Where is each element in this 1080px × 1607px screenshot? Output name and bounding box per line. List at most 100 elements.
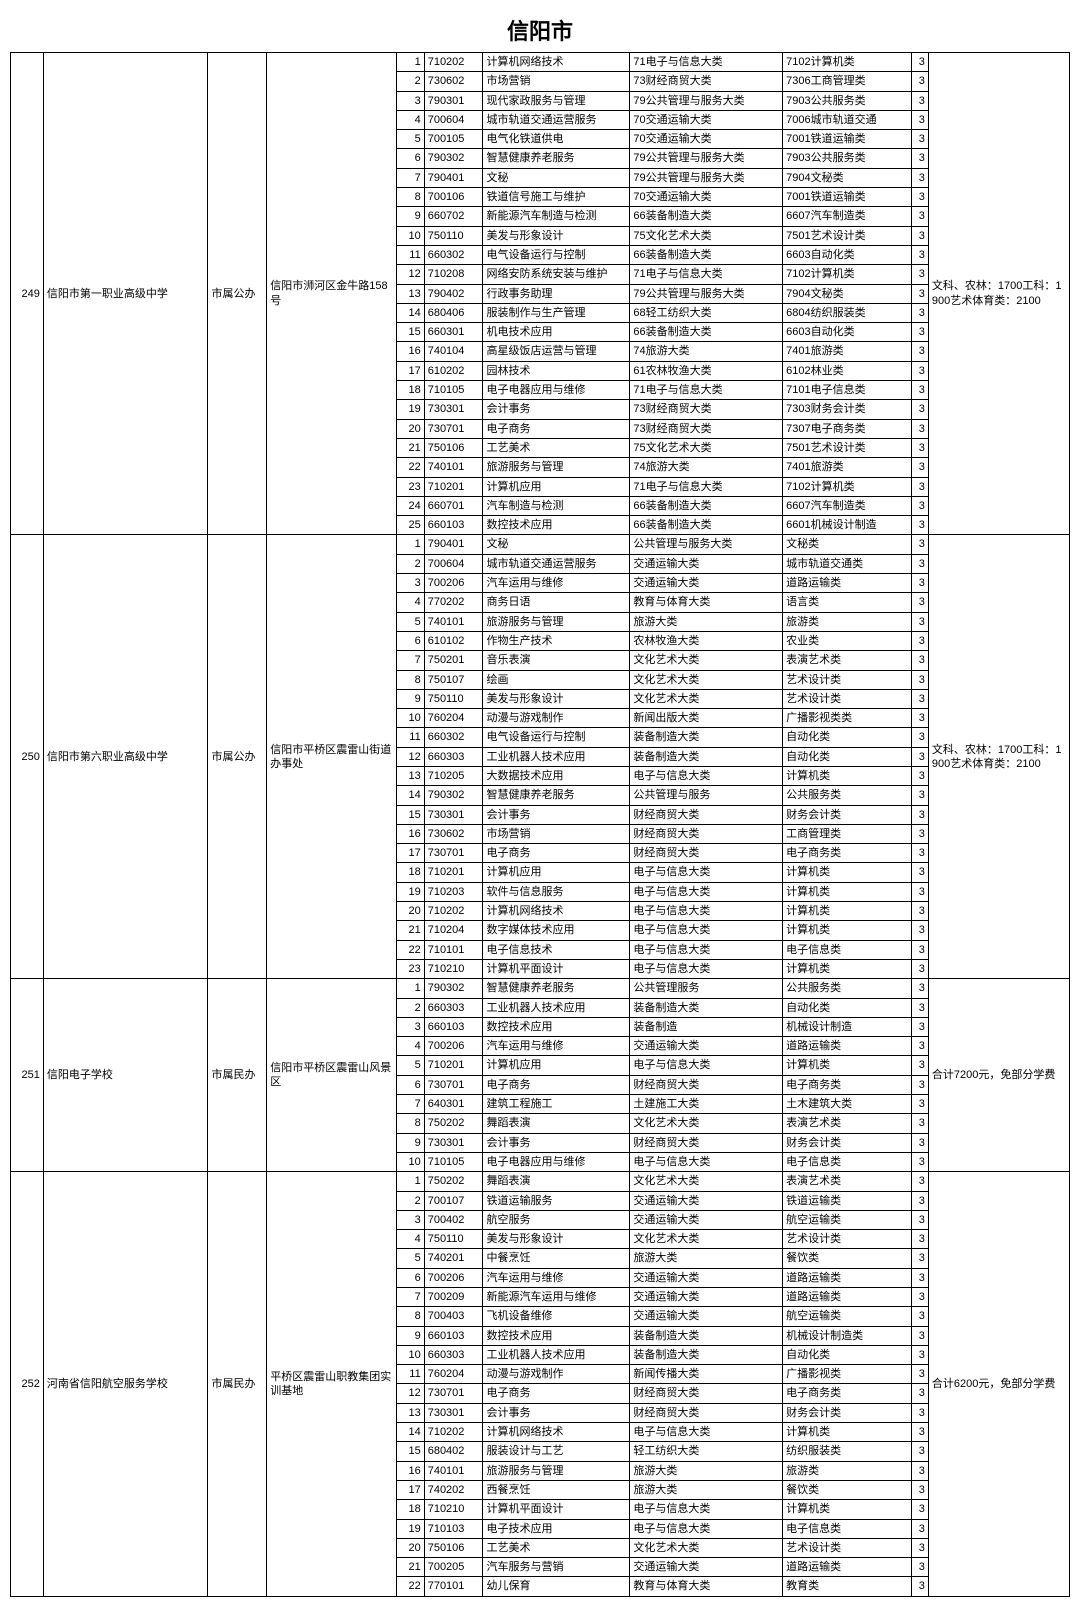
major-seq: 13 (396, 284, 424, 303)
major-code: 610102 (424, 631, 483, 650)
category-2: 6603自动化类 (783, 323, 912, 342)
category-2: 7303财务会计类 (783, 400, 912, 419)
category-2: 表演艺术类 (783, 1114, 912, 1133)
major-name: 电子信息技术 (483, 940, 630, 959)
major-seq: 3 (396, 91, 424, 110)
major-code: 640301 (424, 1095, 483, 1114)
major-name: 文秘 (483, 535, 630, 554)
category-2: 电子商务类 (783, 1384, 912, 1403)
category-2: 旅游类 (783, 612, 912, 631)
category-1: 电子与信息大类 (630, 882, 783, 901)
study-years: 3 (912, 959, 928, 978)
major-code: 660303 (424, 1345, 483, 1364)
school-type: 市属公办 (208, 535, 267, 979)
table-row: 251信阳电子学校市属民办信阳市平桥区震雷山风景区1790302智慧健康养老服务… (11, 979, 1070, 998)
major-seq: 1 (396, 979, 424, 998)
major-seq: 20 (396, 419, 424, 438)
major-code: 700205 (424, 1558, 483, 1577)
major-code: 790402 (424, 284, 483, 303)
study-years: 3 (912, 496, 928, 515)
major-name: 城市轨道交通运营服务 (483, 110, 630, 129)
major-name: 电气设备运行与控制 (483, 728, 630, 747)
major-code: 740101 (424, 458, 483, 477)
study-years: 3 (912, 1037, 928, 1056)
major-seq: 16 (396, 342, 424, 361)
category-2: 机械设计制造 (783, 1017, 912, 1036)
category-2: 7501艺术设计类 (783, 226, 912, 245)
category-1: 74旅游大类 (630, 458, 783, 477)
category-2: 7101电子信息类 (783, 381, 912, 400)
category-1: 交通运输大类 (630, 554, 783, 573)
study-years: 3 (912, 303, 928, 322)
major-code: 710105 (424, 381, 483, 400)
major-code: 710202 (424, 53, 483, 72)
category-1: 75文化艺术大类 (630, 438, 783, 457)
major-seq: 7 (396, 168, 424, 187)
major-seq: 1 (396, 535, 424, 554)
category-1: 66装备制造大类 (630, 207, 783, 226)
study-years: 3 (912, 593, 928, 612)
study-years: 3 (912, 419, 928, 438)
major-seq: 15 (396, 323, 424, 342)
study-years: 3 (912, 1191, 928, 1210)
major-name: 汽车运用与维修 (483, 1268, 630, 1287)
major-code: 730602 (424, 824, 483, 843)
category-1: 66装备制造大类 (630, 323, 783, 342)
study-years: 3 (912, 1423, 928, 1442)
major-name: 计算机网络技术 (483, 902, 630, 921)
study-years: 3 (912, 1461, 928, 1480)
major-seq: 18 (396, 863, 424, 882)
category-2: 艺术设计类 (783, 1538, 912, 1557)
category-1: 电子与信息大类 (630, 902, 783, 921)
major-name: 西餐烹饪 (483, 1480, 630, 1499)
study-years: 3 (912, 72, 928, 91)
major-seq: 1 (396, 53, 424, 72)
category-2: 机械设计制造类 (783, 1326, 912, 1345)
major-code: 730602 (424, 72, 483, 91)
category-1: 电子与信息大类 (630, 940, 783, 959)
study-years: 3 (912, 342, 928, 361)
category-1: 71电子与信息大类 (630, 381, 783, 400)
category-2: 7102计算机类 (783, 477, 912, 496)
major-code: 700403 (424, 1307, 483, 1326)
major-code: 710203 (424, 882, 483, 901)
category-1: 装备制造大类 (630, 728, 783, 747)
major-seq: 17 (396, 361, 424, 380)
major-seq: 14 (396, 303, 424, 322)
study-years: 3 (912, 1017, 928, 1036)
major-code: 660701 (424, 496, 483, 515)
school-id: 252 (11, 1172, 44, 1597)
major-code: 660303 (424, 998, 483, 1017)
school-remark: 文科、农林：1700工科：1900艺术体育类：2100 (928, 535, 1069, 979)
category-1: 70交通运输大类 (630, 188, 783, 207)
school-address: 信阳市平桥区震雷山风景区 (267, 979, 396, 1172)
major-name: 电子电器应用与维修 (483, 381, 630, 400)
major-code: 700604 (424, 554, 483, 573)
category-1: 电子与信息大类 (630, 1423, 783, 1442)
major-seq: 2 (396, 72, 424, 91)
study-years: 3 (912, 1268, 928, 1287)
study-years: 3 (912, 381, 928, 400)
category-1: 文化艺术大类 (630, 670, 783, 689)
category-1: 旅游大类 (630, 1480, 783, 1499)
study-years: 3 (912, 1307, 928, 1326)
major-code: 740101 (424, 612, 483, 631)
major-seq: 9 (396, 689, 424, 708)
study-years: 3 (912, 1172, 928, 1191)
school-type: 市属民办 (208, 1172, 267, 1597)
category-2: 计算机类 (783, 882, 912, 901)
major-name: 计算机应用 (483, 477, 630, 496)
category-1: 73财经商贸大类 (630, 419, 783, 438)
study-years: 3 (912, 361, 928, 380)
study-years: 3 (912, 400, 928, 419)
category-1: 71电子与信息大类 (630, 265, 783, 284)
category-2: 餐饮类 (783, 1480, 912, 1499)
major-seq: 6 (396, 1075, 424, 1094)
study-years: 3 (912, 207, 928, 226)
major-name: 美发与形象设计 (483, 689, 630, 708)
school-name: 河南省信阳航空服务学校 (43, 1172, 208, 1597)
category-1: 交通运输大类 (630, 574, 783, 593)
category-1: 财经商贸大类 (630, 844, 783, 863)
category-1: 轻工纺织大类 (630, 1442, 783, 1461)
major-code: 710201 (424, 1056, 483, 1075)
